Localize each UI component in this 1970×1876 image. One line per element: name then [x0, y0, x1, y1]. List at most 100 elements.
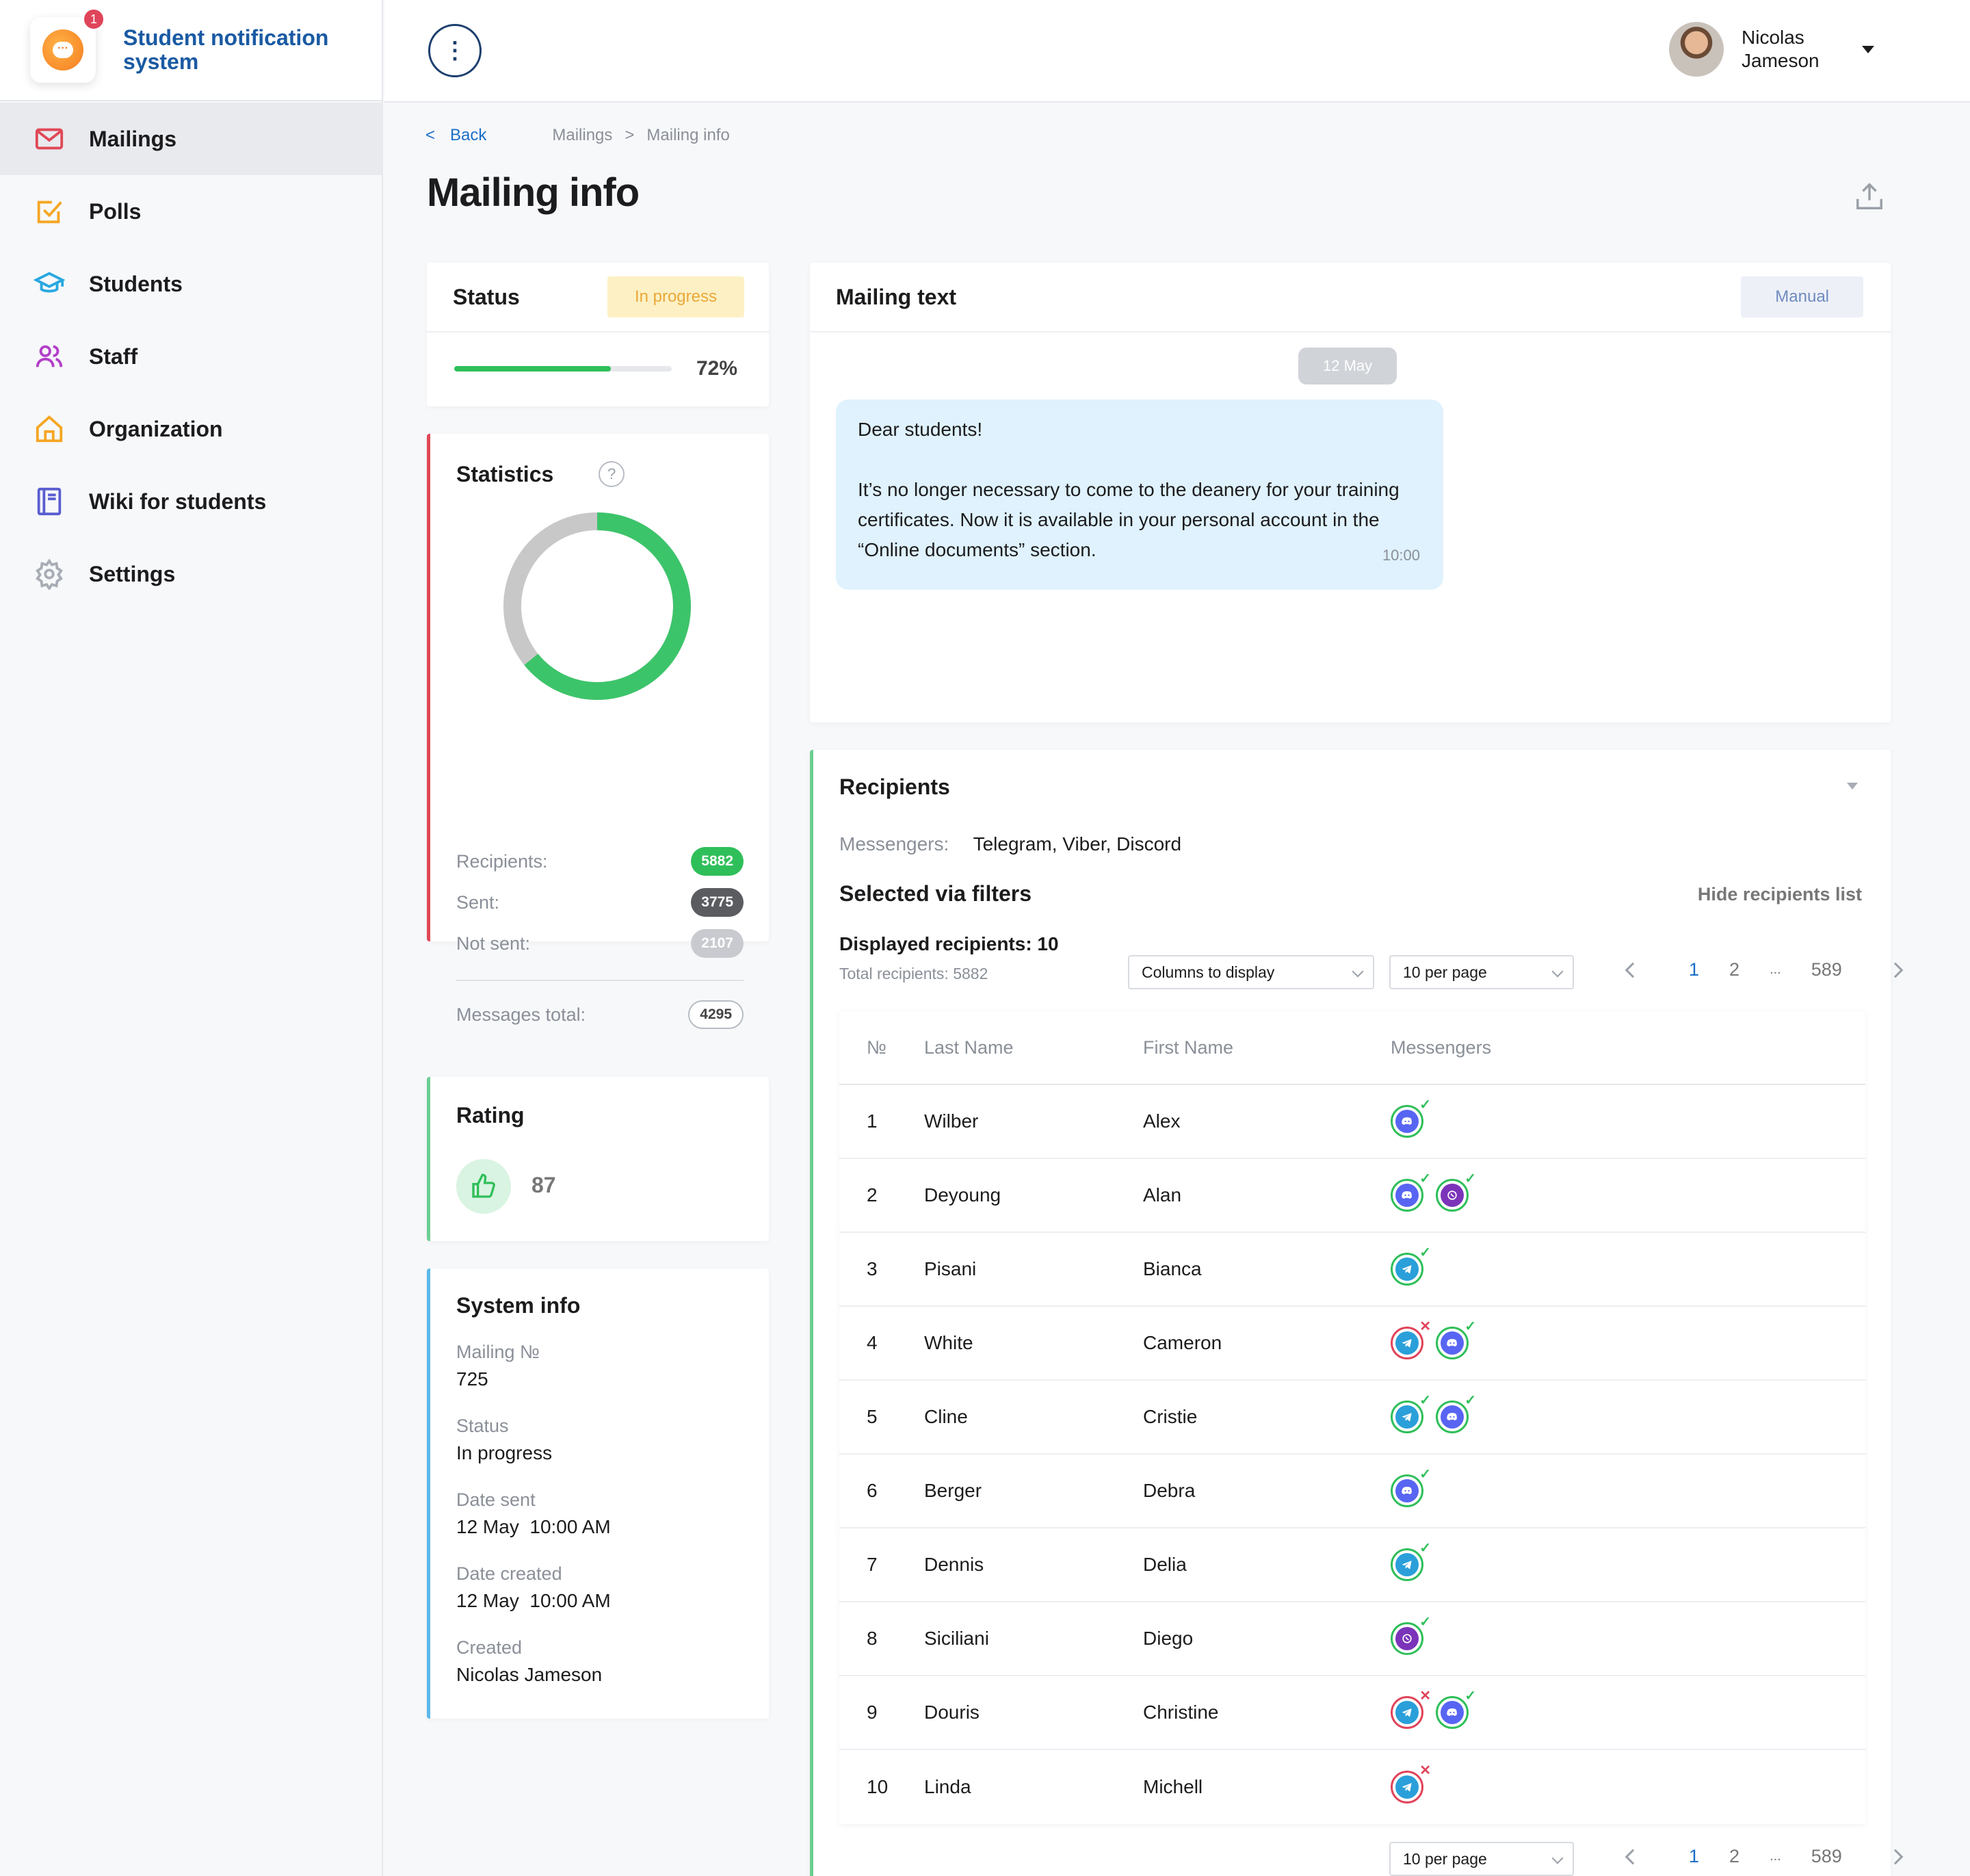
- mailing-text-card: Mailing text Manual 12 May Dear students…: [810, 263, 1891, 722]
- sys-label: Date sent: [456, 1489, 536, 1510]
- cell-number: 9: [867, 1702, 878, 1723]
- breadcrumb-item-mailings[interactable]: Mailings: [552, 126, 613, 144]
- sidebar-item-mailings[interactable]: Mailings: [0, 103, 382, 175]
- divider: [456, 980, 744, 981]
- system-info-title: System info: [456, 1293, 581, 1318]
- table-row[interactable]: 10 Linda Michell ✕: [839, 1750, 1865, 1824]
- cell-first-name: Alex: [1143, 1110, 1181, 1132]
- message-time: 10:00: [1382, 547, 1420, 564]
- status-title: Status: [453, 284, 520, 309]
- per-page-value: 10 per page: [1403, 1850, 1487, 1868]
- gear-icon: [33, 558, 66, 590]
- table-row[interactable]: 5 Cline Cristie ✓ ✓: [839, 1381, 1865, 1455]
- stat-label: Not sent:: [456, 933, 531, 954]
- cell-last-name: White: [924, 1332, 973, 1353]
- table-row[interactable]: 4 White Cameron ✕ ✓: [839, 1307, 1865, 1381]
- stat-label: Recipients:: [456, 850, 548, 872]
- cell-first-name: Debra: [1143, 1480, 1196, 1501]
- notification-badge[interactable]: 1: [82, 8, 105, 31]
- check-icon: ✓: [1465, 1689, 1476, 1704]
- breadcrumb-separator: >: [625, 126, 635, 144]
- page-1[interactable]: 1: [1689, 1846, 1700, 1866]
- per-page-select[interactable]: 10 per page: [1389, 955, 1574, 989]
- table-row[interactable]: 6 Berger Debra ✓: [839, 1455, 1865, 1528]
- statistics-card: Statistics ? Recipients: 5882 Sent: 3775…: [427, 434, 769, 1029]
- page-2[interactable]: 2: [1729, 1846, 1740, 1866]
- telegram-icon: ✓: [1391, 1245, 1431, 1286]
- table-row[interactable]: 9 Douris Christine ✕ ✓: [839, 1676, 1865, 1750]
- recipients-title: Recipients: [839, 774, 950, 799]
- page-2[interactable]: 2: [1729, 959, 1740, 980]
- discord-icon: ✓: [1436, 1319, 1476, 1359]
- check-icon: ✓: [1465, 1393, 1476, 1408]
- back-label: Back: [450, 126, 487, 144]
- sys-label: Mailing №: [456, 1342, 540, 1362]
- sidebar-item-organization[interactable]: Organization: [0, 393, 382, 465]
- sidebar-item-students[interactable]: Students: [0, 248, 382, 320]
- main-content: < Back Mailings > Mailing info Mailing in…: [384, 104, 1970, 1876]
- cell-first-name: Christine: [1143, 1702, 1219, 1723]
- col-first-name[interactable]: First Name: [1143, 1037, 1234, 1058]
- user-menu[interactable]: Nicolas Jameson: [1669, 22, 1874, 77]
- check-icon: ✓: [1465, 1171, 1476, 1186]
- sys-value: Nicolas Jameson: [456, 1664, 603, 1685]
- back-link[interactable]: < Back: [425, 126, 501, 145]
- chevron-down-icon[interactable]: [1862, 45, 1874, 53]
- discord-icon: ✓: [1391, 1097, 1431, 1138]
- cell-last-name: Pisani: [924, 1258, 977, 1279]
- page-last[interactable]: 589: [1811, 959, 1842, 980]
- col-last-name[interactable]: Last Name: [924, 1037, 1014, 1058]
- sys-status: Status In progress: [456, 1412, 552, 1467]
- table-row[interactable]: 8 Siciliani Diego ✓: [839, 1602, 1865, 1676]
- cell-last-name: Berger: [924, 1480, 982, 1501]
- message-body: It’s no longer necessary to come to the …: [858, 479, 1400, 560]
- stat-label: Messages total:: [456, 1004, 586, 1025]
- cell-number: 4: [867, 1332, 878, 1353]
- page-1[interactable]: 1: [1689, 959, 1700, 980]
- table-row[interactable]: 7 Dennis Delia ✓: [839, 1528, 1865, 1602]
- check-icon: ✓: [1419, 1467, 1431, 1482]
- chevron-right-icon[interactable]: [1887, 1849, 1904, 1864]
- hide-recipients-link[interactable]: Hide recipients list: [1697, 884, 1862, 904]
- table-header: № Last Name First Name Messengers: [839, 1011, 1865, 1085]
- chevron-left-icon[interactable]: [1625, 962, 1641, 978]
- messengers-label: Messengers:: [839, 833, 949, 855]
- sys-mailing-number: Mailing № 725: [456, 1338, 540, 1393]
- sidebar-item-polls[interactable]: Polls: [0, 175, 382, 248]
- cell-number: 8: [867, 1628, 878, 1649]
- help-icon[interactable]: ?: [599, 461, 625, 487]
- stat-value-badge: 4295: [688, 1000, 744, 1029]
- avatar[interactable]: [1669, 22, 1724, 77]
- more-menu-button[interactable]: ⋮: [428, 24, 482, 77]
- check-icon: ✓: [1419, 1393, 1431, 1408]
- page-ellipsis: ...: [1770, 1849, 1781, 1864]
- check-icon: ✓: [1419, 1615, 1431, 1630]
- check-icon: ✓: [1419, 1097, 1431, 1112]
- export-icon[interactable]: [1854, 181, 1885, 212]
- columns-select[interactable]: Columns to display: [1128, 955, 1374, 989]
- sidebar-item-settings[interactable]: Settings: [0, 538, 382, 610]
- chevron-right-icon[interactable]: [1887, 962, 1904, 978]
- sidebar-nav: Mailings Polls Students Staff Organizati…: [0, 103, 382, 610]
- sys-value: 12 May 10:00 AM: [456, 1516, 611, 1537]
- collapse-caret-icon[interactable]: [1847, 783, 1858, 790]
- table-row[interactable]: 3 Pisani Bianca ✓: [839, 1233, 1865, 1307]
- table-row[interactable]: 2 Deyoung Alan ✓ ✓: [839, 1159, 1865, 1233]
- cell-last-name: Siciliani: [924, 1628, 989, 1649]
- cell-last-name: Deyoung: [924, 1184, 1001, 1206]
- mail-icon: [33, 122, 66, 155]
- per-page-select-bottom[interactable]: 10 per page: [1389, 1842, 1574, 1876]
- table-row[interactable]: 1 Wilber Alex ✓: [839, 1085, 1865, 1159]
- filters-title: Selected via filters: [839, 881, 1032, 906]
- page-last[interactable]: 589: [1811, 1846, 1842, 1866]
- thumbs-up-icon: [456, 1159, 511, 1214]
- users-icon: [33, 340, 66, 373]
- cell-first-name: Alan: [1143, 1184, 1182, 1206]
- chevron-left-icon[interactable]: [1625, 1849, 1641, 1864]
- sidebar-item-staff[interactable]: Staff: [0, 320, 382, 393]
- system-info-card: System info Mailing № 725 Status In prog…: [427, 1268, 769, 1719]
- sidebar-item-wiki[interactable]: Wiki for students: [0, 465, 382, 538]
- cell-messengers: ✕ ✓: [1391, 1689, 1865, 1729]
- user-name: Nicolas Jameson: [1742, 27, 1820, 71]
- app-logo[interactable]: ··· 1: [30, 8, 105, 83]
